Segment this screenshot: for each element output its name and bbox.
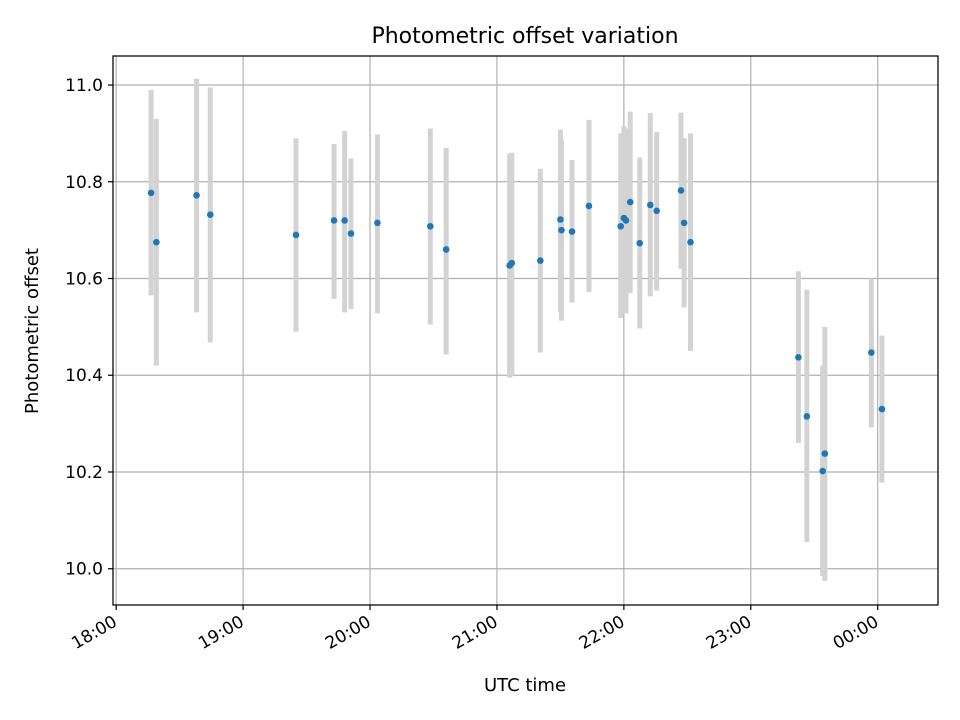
data-point bbox=[558, 226, 565, 234]
y-axis: 10.0 10.2 10.4 10.6 10.8 11.0 bbox=[65, 76, 113, 580]
y-axis-label: Photometric offset bbox=[22, 248, 43, 414]
data-point bbox=[442, 246, 450, 253]
data-point bbox=[636, 239, 644, 247]
data-point bbox=[819, 467, 827, 475]
data-point bbox=[821, 450, 829, 457]
data-point bbox=[568, 228, 576, 235]
data-point bbox=[427, 222, 434, 230]
data-points bbox=[147, 187, 886, 475]
y-tick-label: 10.6 bbox=[65, 270, 103, 290]
data-point bbox=[557, 216, 564, 223]
data-point bbox=[795, 354, 802, 361]
error-bars bbox=[148, 78, 885, 581]
x-tick-label: 23:00 bbox=[703, 612, 755, 654]
x-tick-label: 19:00 bbox=[195, 612, 247, 654]
data-point bbox=[508, 259, 516, 267]
data-point bbox=[680, 219, 688, 227]
y-tick-label: 10.2 bbox=[65, 463, 103, 483]
data-point bbox=[626, 198, 634, 206]
x-axis-label: UTC time bbox=[484, 675, 566, 696]
data-point bbox=[537, 257, 544, 264]
chart-title: Photometric offset variation bbox=[371, 24, 678, 49]
x-tick-label: 00:00 bbox=[830, 612, 882, 654]
data-point bbox=[330, 217, 338, 224]
data-point bbox=[878, 405, 886, 413]
x-tick-label: 21:00 bbox=[449, 612, 501, 654]
x-tick-label: 20:00 bbox=[322, 612, 374, 654]
data-point bbox=[622, 217, 630, 224]
data-point bbox=[653, 207, 660, 215]
data-point bbox=[647, 201, 654, 209]
plot-area bbox=[112, 55, 939, 606]
data-point bbox=[341, 217, 348, 224]
data-point bbox=[617, 222, 624, 230]
data-point bbox=[153, 238, 160, 246]
x-tick-label: 22:00 bbox=[576, 612, 628, 654]
data-point bbox=[687, 238, 694, 246]
data-point bbox=[193, 192, 200, 199]
data-point bbox=[585, 202, 593, 210]
data-point bbox=[347, 230, 355, 237]
data-point bbox=[677, 187, 685, 194]
data-point bbox=[147, 189, 155, 197]
y-tick-label: 10.0 bbox=[65, 560, 103, 580]
x-tick-label: 18:00 bbox=[68, 612, 120, 654]
data-point bbox=[374, 219, 381, 227]
data-point bbox=[868, 349, 875, 356]
data-point bbox=[803, 413, 811, 420]
y-tick-label: 10.8 bbox=[65, 173, 103, 193]
x-axis: 18:00 19:00 20:00 21:00 22:00 23:00 00:00 bbox=[68, 605, 882, 654]
grid bbox=[113, 56, 938, 605]
data-point bbox=[207, 211, 214, 218]
y-tick-label: 11.0 bbox=[65, 76, 103, 96]
y-tick-label: 10.4 bbox=[65, 366, 103, 386]
data-point bbox=[292, 231, 300, 239]
